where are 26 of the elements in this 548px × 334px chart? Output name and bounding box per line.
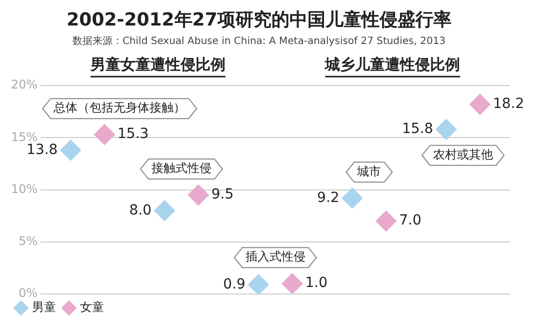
data-label: 7.0	[399, 212, 422, 229]
data-label: 18.2	[492, 96, 524, 112]
y-tick-label: 10%	[11, 182, 38, 196]
chart-subtitle: 数据来源：Child Sexual Abuse in China: A Meta-analysisof 27 Studies, 2013	[72, 35, 446, 48]
y-tick-label: 15%	[11, 130, 38, 144]
y-tick-label: 20%	[11, 78, 38, 92]
legend-label: 女童	[80, 300, 104, 314]
chart-title: 2002-2012年27项研究的中国儿童性侵盛行率	[66, 9, 452, 30]
text: 城乡儿童遭性侵比例	[324, 55, 460, 74]
x-tick-label: 插入式性侵	[245, 250, 306, 264]
data-label: 8.0	[129, 202, 152, 218]
data-label: 9.5	[211, 186, 234, 203]
data-label: 9.2	[317, 190, 340, 206]
data-label: 15.3	[118, 126, 149, 142]
y-tick-label: 0%	[18, 286, 38, 300]
data-label: 1.0	[305, 275, 328, 292]
data-label: 0.9	[223, 276, 246, 292]
y-tick-label: 5%	[18, 234, 38, 248]
data-label: 13.8	[26, 142, 58, 158]
x-tick-label: 接触式性侵	[151, 161, 212, 176]
data-label: 15.8	[402, 121, 434, 138]
text: 男童女童遭性侵比例	[90, 55, 226, 74]
legend-label: 男童	[32, 300, 56, 314]
x-tick-label: 城市	[356, 164, 382, 178]
x-tick-label: 农村或其他	[433, 147, 494, 162]
x-tick-label: 总体（包括无身体接触）	[52, 100, 186, 115]
